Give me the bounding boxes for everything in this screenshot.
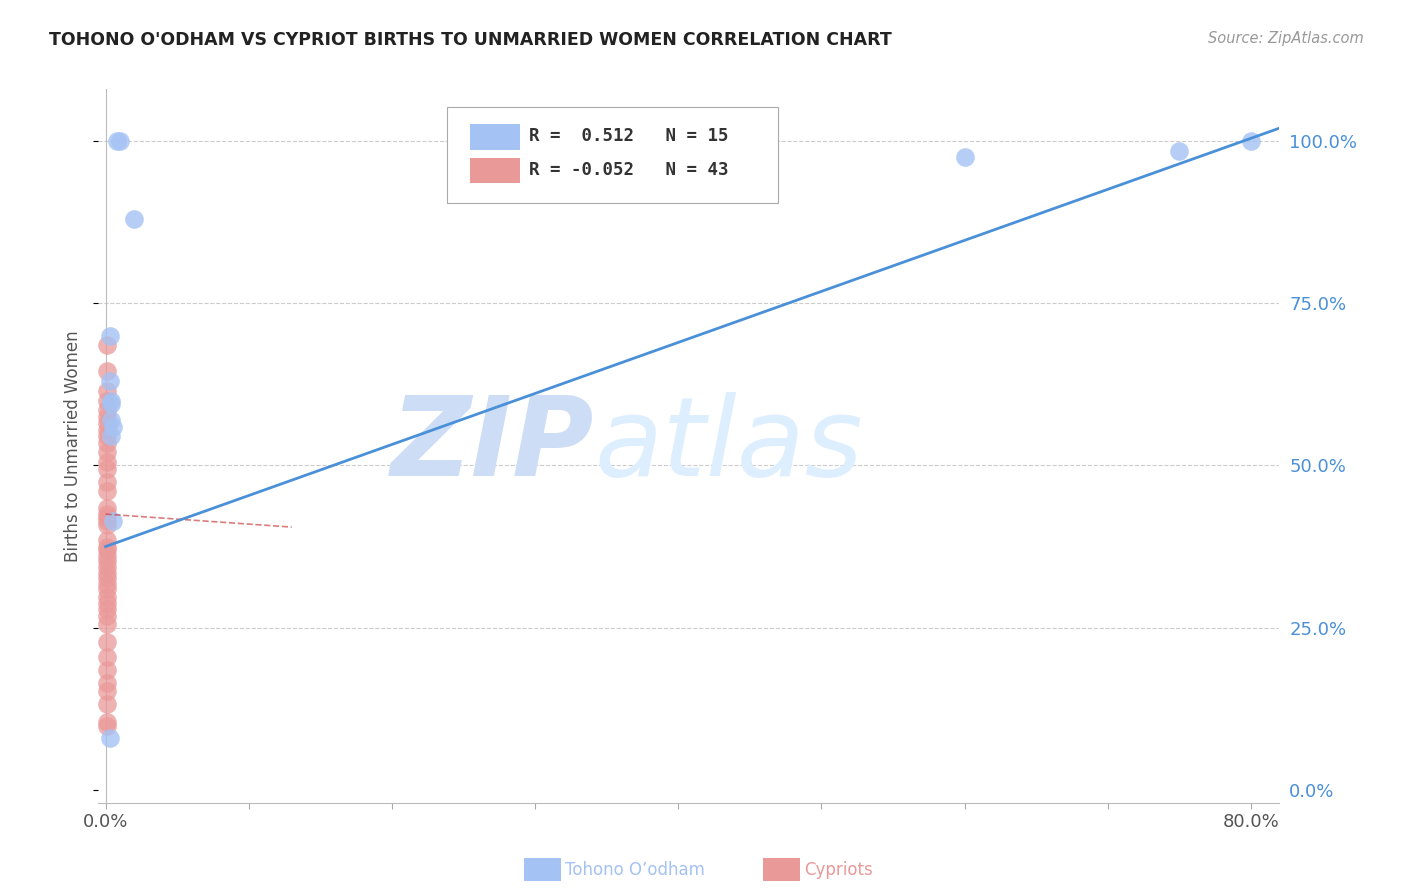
FancyBboxPatch shape [447, 107, 778, 203]
Point [96, 582, 118, 596]
Point [96, 429, 118, 443]
Point [96, 338, 118, 352]
Point [96, 684, 118, 698]
Point [96, 609, 118, 624]
Text: Tohono O’odham: Tohono O’odham [565, 861, 704, 879]
Point [98, 731, 121, 745]
Point [1240, 134, 1263, 148]
Point [96, 714, 118, 729]
Text: R =  0.512   N = 15: R = 0.512 N = 15 [530, 127, 728, 145]
Point [96, 571, 118, 585]
Point [100, 393, 122, 408]
Point [96, 649, 118, 664]
Point [96, 566, 118, 581]
Point [96, 510, 118, 524]
Point [96, 533, 118, 547]
Point [96, 549, 118, 564]
Point [98, 328, 121, 343]
Point [96, 461, 118, 475]
Point [96, 484, 118, 499]
Point [96, 542, 118, 557]
Text: atlas: atlas [595, 392, 863, 500]
Point [96, 590, 118, 604]
FancyBboxPatch shape [471, 124, 520, 150]
Point [96, 475, 118, 489]
Y-axis label: Births to Unmarried Women: Births to Unmarried Women [65, 330, 83, 562]
Point [96, 560, 118, 574]
Point [96, 384, 118, 398]
Point [101, 514, 124, 528]
Point [953, 150, 976, 164]
Point [96, 617, 118, 632]
FancyBboxPatch shape [471, 158, 520, 184]
Point [96, 596, 118, 610]
Point [96, 409, 118, 424]
Point [100, 397, 122, 411]
Point [96, 417, 118, 431]
Text: ZIP: ZIP [391, 392, 595, 500]
Point [96, 435, 118, 450]
Point [96, 423, 118, 437]
Point [96, 635, 118, 649]
Text: Source: ZipAtlas.com: Source: ZipAtlas.com [1208, 31, 1364, 46]
Point [96, 602, 118, 616]
Point [96, 514, 118, 528]
Text: Cypriots: Cypriots [804, 861, 873, 879]
Point [122, 211, 145, 226]
Point [101, 419, 124, 434]
Point [96, 719, 118, 733]
Point [100, 413, 122, 427]
Point [96, 364, 118, 378]
Text: R = -0.052   N = 43: R = -0.052 N = 43 [530, 161, 728, 178]
Point [96, 403, 118, 417]
Point [96, 500, 118, 515]
Point [96, 663, 118, 677]
Point [96, 554, 118, 568]
Text: TOHONO O'ODHAM VS CYPRIOT BIRTHS TO UNMARRIED WOMEN CORRELATION CHART: TOHONO O'ODHAM VS CYPRIOT BIRTHS TO UNMA… [49, 31, 891, 49]
Point [96, 507, 118, 521]
Point [96, 576, 118, 591]
Point [98, 374, 121, 388]
Point [108, 134, 131, 148]
Point [96, 393, 118, 408]
Point [96, 518, 118, 533]
Point [105, 134, 128, 148]
Point [1168, 144, 1191, 158]
Point [96, 697, 118, 711]
Point [96, 540, 118, 554]
Point [96, 445, 118, 459]
Point [100, 429, 122, 443]
Point [96, 675, 118, 690]
Point [96, 455, 118, 469]
